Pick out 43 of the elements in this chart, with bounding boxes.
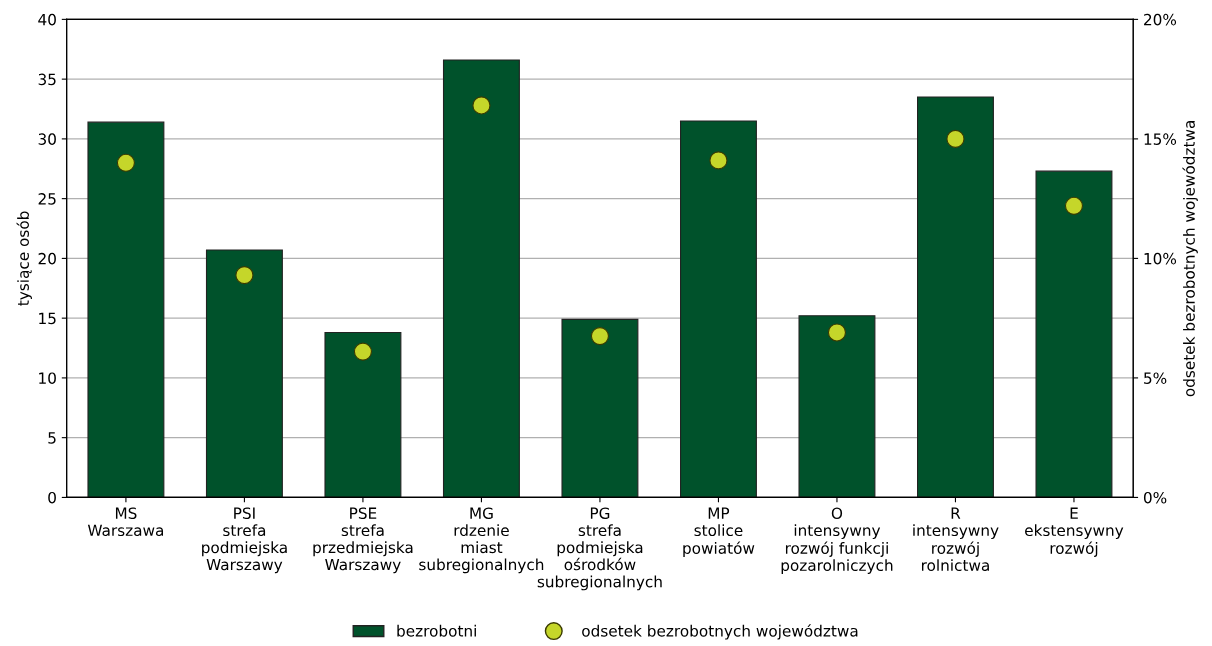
- y-axis-title: tysiące osób: [16, 211, 32, 306]
- y-tick-label: 0: [48, 491, 56, 504]
- x-tick-label: PSI strefa podmiejska Warszawy: [202, 507, 287, 574]
- point: [472, 96, 491, 115]
- x-tick-label: MS Warszawa: [87, 507, 164, 537]
- point: [827, 323, 847, 342]
- y2-tick-label: 15%: [1144, 133, 1177, 145]
- point: [709, 151, 728, 170]
- legend-label: odsetek bezrobotnych województwa: [582, 624, 858, 640]
- bar: [442, 59, 520, 498]
- bar: [798, 315, 876, 498]
- bar: [916, 96, 994, 498]
- bar: [1035, 170, 1113, 498]
- y-tick-label: 30: [38, 133, 56, 145]
- x-tick-label: E ekstensywny rozwój: [1025, 507, 1124, 557]
- y-tick-label: 35: [38, 73, 56, 86]
- point: [590, 327, 610, 346]
- y-tick-label: 25: [38, 193, 56, 205]
- point: [235, 266, 254, 285]
- point: [946, 129, 965, 148]
- y-tick-label: 5: [48, 432, 56, 444]
- y2-tick-label: 0%: [1143, 491, 1167, 504]
- y-tick-label: 40: [38, 13, 56, 26]
- point: [116, 153, 135, 172]
- y-tick-label: 15: [39, 312, 56, 325]
- x-tick-label: MP stolice powiatów: [683, 507, 755, 557]
- bar: [561, 318, 639, 498]
- y2-axis-title: odsetek bezrobotnych województwa: [1182, 121, 1198, 397]
- bar: [679, 120, 757, 498]
- point: [1064, 196, 1084, 215]
- x-tick-label: PSE strefa przedmiejska Warszawy: [313, 507, 413, 574]
- bar: [205, 249, 283, 498]
- legend-label: bezrobotni: [397, 624, 476, 637]
- y2-tick-label: 5%: [1144, 372, 1167, 384]
- y-tick-label: 10: [39, 372, 56, 384]
- x-tick-label: R intensywny rozwój rolnictwa: [913, 507, 999, 572]
- bar: [324, 331, 402, 498]
- bar: [87, 121, 165, 498]
- y2-tick-label: 10%: [1144, 252, 1177, 265]
- point: [353, 342, 372, 361]
- y-tick-label: 20: [38, 252, 56, 265]
- y2-tick-label: 20%: [1144, 13, 1177, 26]
- x-tick-label: O intensywny rozwój funkcji pozarolniczych: [781, 507, 893, 574]
